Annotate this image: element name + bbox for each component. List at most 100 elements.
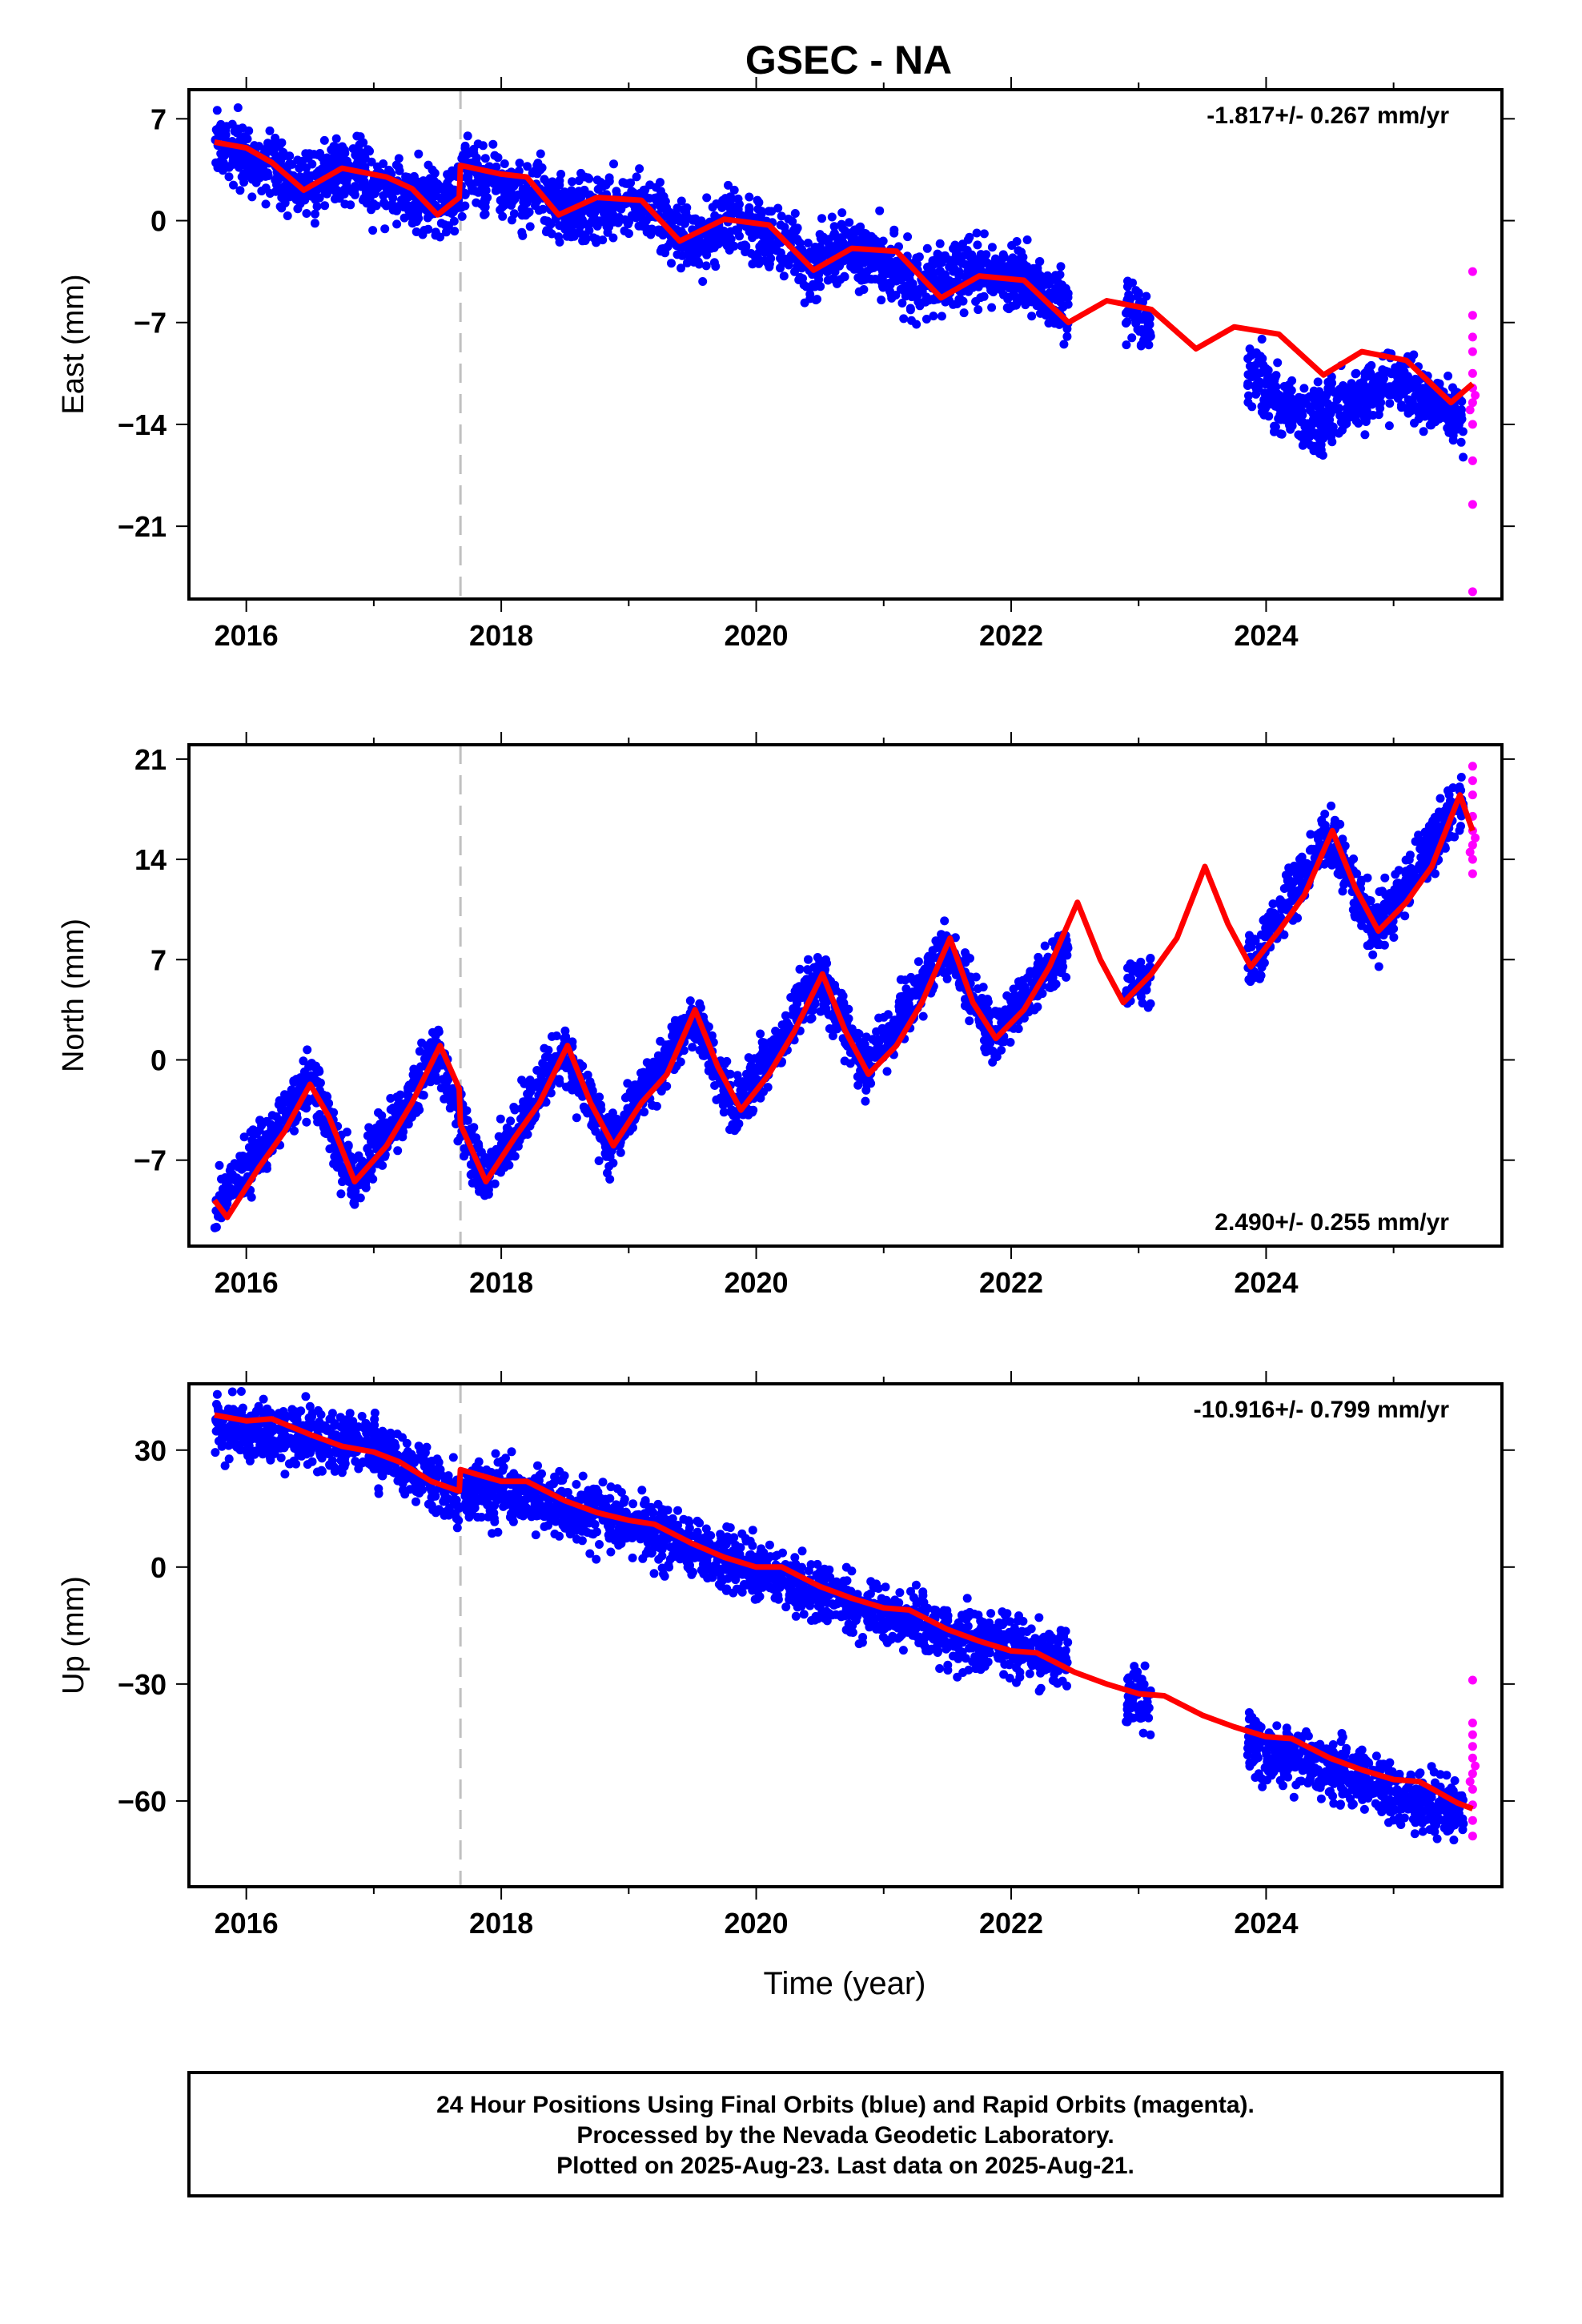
final-point — [498, 202, 508, 211]
final-point — [509, 181, 519, 191]
final-point — [566, 195, 576, 205]
final-point — [330, 182, 339, 191]
final-point — [312, 202, 322, 211]
final-point — [875, 206, 885, 215]
final-point — [840, 1056, 849, 1066]
final-point — [608, 1158, 618, 1168]
final-point — [224, 172, 234, 182]
final-point — [1031, 278, 1041, 287]
final-point — [468, 1178, 477, 1188]
final-point — [897, 299, 907, 308]
final-point — [271, 133, 280, 143]
final-point — [789, 1011, 799, 1019]
final-point — [795, 964, 805, 974]
final-point — [313, 150, 323, 159]
final-point — [417, 184, 427, 193]
final-point — [765, 239, 774, 249]
final-point — [295, 163, 304, 173]
final-point — [471, 187, 480, 196]
final-point — [312, 1068, 322, 1077]
final-point — [447, 187, 456, 196]
final-point — [994, 267, 1002, 275]
final-point — [496, 184, 504, 194]
final-point — [302, 163, 311, 173]
final-point — [440, 1094, 449, 1104]
final-point — [914, 252, 924, 262]
final-point — [1313, 377, 1323, 387]
final-point — [679, 1046, 689, 1055]
final-point — [450, 227, 460, 236]
final-point — [460, 190, 470, 199]
final-point — [216, 156, 226, 166]
final-point — [496, 1114, 505, 1124]
final-point — [949, 243, 958, 253]
final-point — [544, 225, 553, 235]
final-point — [412, 1072, 422, 1082]
final-point — [824, 235, 833, 244]
final-point — [753, 195, 762, 205]
final-point — [776, 263, 785, 273]
final-point — [569, 1080, 579, 1090]
final-point — [234, 148, 243, 157]
final-point — [526, 1087, 536, 1096]
final-point — [905, 304, 915, 313]
final-point — [970, 264, 980, 274]
final-point — [869, 263, 878, 272]
final-point — [347, 1184, 357, 1194]
final-point — [1062, 332, 1072, 341]
final-point — [583, 1070, 592, 1080]
final-point — [596, 1133, 605, 1143]
final-point — [235, 163, 244, 172]
final-point — [997, 1037, 1006, 1047]
final-point — [923, 263, 932, 272]
final-point — [765, 231, 774, 241]
final-point — [380, 224, 390, 234]
final-point — [500, 194, 509, 203]
final-point — [1013, 298, 1022, 308]
plot-area — [211, 90, 1480, 599]
final-point — [351, 151, 361, 160]
rapid-point — [1468, 368, 1477, 378]
final-point — [1133, 324, 1142, 334]
final-point — [1008, 253, 1018, 263]
final-point — [684, 214, 693, 223]
final-point — [912, 320, 921, 329]
final-point — [984, 1041, 994, 1051]
final-point — [1347, 394, 1356, 404]
final-point — [365, 147, 374, 156]
final-point — [465, 1124, 475, 1134]
final-point — [927, 269, 937, 279]
final-point — [1144, 340, 1154, 350]
final-point — [445, 1104, 455, 1113]
final-point — [612, 187, 621, 196]
final-point — [1136, 340, 1146, 350]
final-point — [885, 287, 894, 296]
final-point — [788, 217, 797, 226]
final-point — [403, 172, 412, 182]
final-point — [1281, 412, 1291, 421]
final-point — [1002, 262, 1011, 271]
final-point — [1247, 371, 1256, 380]
final-point — [695, 247, 705, 256]
final-point — [302, 1117, 311, 1127]
final-point — [990, 1050, 1000, 1059]
final-point — [1392, 368, 1402, 377]
final-point — [1296, 400, 1306, 410]
final-point — [1419, 394, 1429, 404]
final-point — [1271, 372, 1280, 382]
final-point — [358, 195, 367, 205]
final-point — [554, 232, 564, 242]
final-point — [1121, 319, 1130, 328]
final-point — [263, 1129, 273, 1139]
final-point — [917, 287, 927, 296]
final-point — [1272, 396, 1282, 405]
final-point — [546, 183, 556, 193]
final-point — [368, 226, 378, 235]
final-point — [748, 259, 757, 269]
final-point — [611, 1117, 620, 1127]
final-point — [246, 1128, 255, 1137]
final-point — [954, 256, 963, 266]
final-point — [899, 314, 909, 324]
